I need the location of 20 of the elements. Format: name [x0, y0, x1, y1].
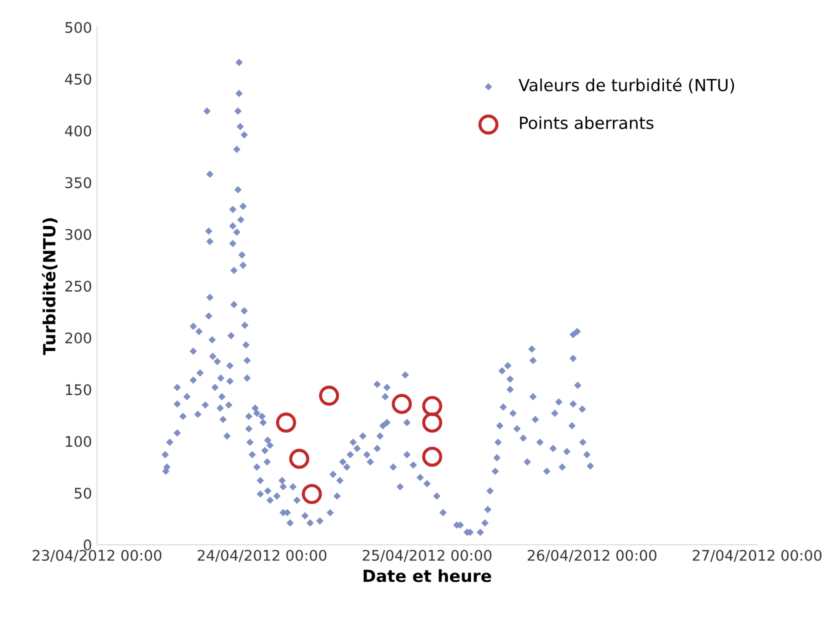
x-tick-label: 26/04/2012 00:00 [528, 550, 656, 562]
legend-label: Valeurs de turbidité (NTU) [518, 78, 734, 94]
x-tick-label: 24/04/2012 00:00 [198, 550, 326, 562]
x-tick-label: 25/04/2012 00:00 [362, 550, 492, 562]
x-axis-title: Date et heure [364, 569, 492, 582]
y-tick-label: 100 [66, 436, 92, 447]
x-tick-label: 23/04/2012 00:00 [32, 550, 162, 562]
y-tick-label: 50 [74, 488, 92, 499]
y-tick-label: 200 [65, 332, 92, 344]
y-axis-title: Turbidité(NTU) [42, 218, 58, 356]
x-tick-label: 27/04/2012 00:00 [692, 550, 822, 562]
y-tick-label: 450 [65, 74, 92, 85]
y-tick-label: 300 [65, 228, 92, 240]
y-tick-label: 500 [65, 22, 92, 33]
y-tick-label: 250 [65, 280, 92, 292]
y-tick-label: 150 [66, 384, 92, 396]
y-tick-label: 0 [84, 539, 92, 550]
y-tick-label: 350 [65, 177, 92, 188]
legend-label: Points aberrants [520, 116, 654, 130]
y-tick-label: 400 [65, 125, 92, 136]
